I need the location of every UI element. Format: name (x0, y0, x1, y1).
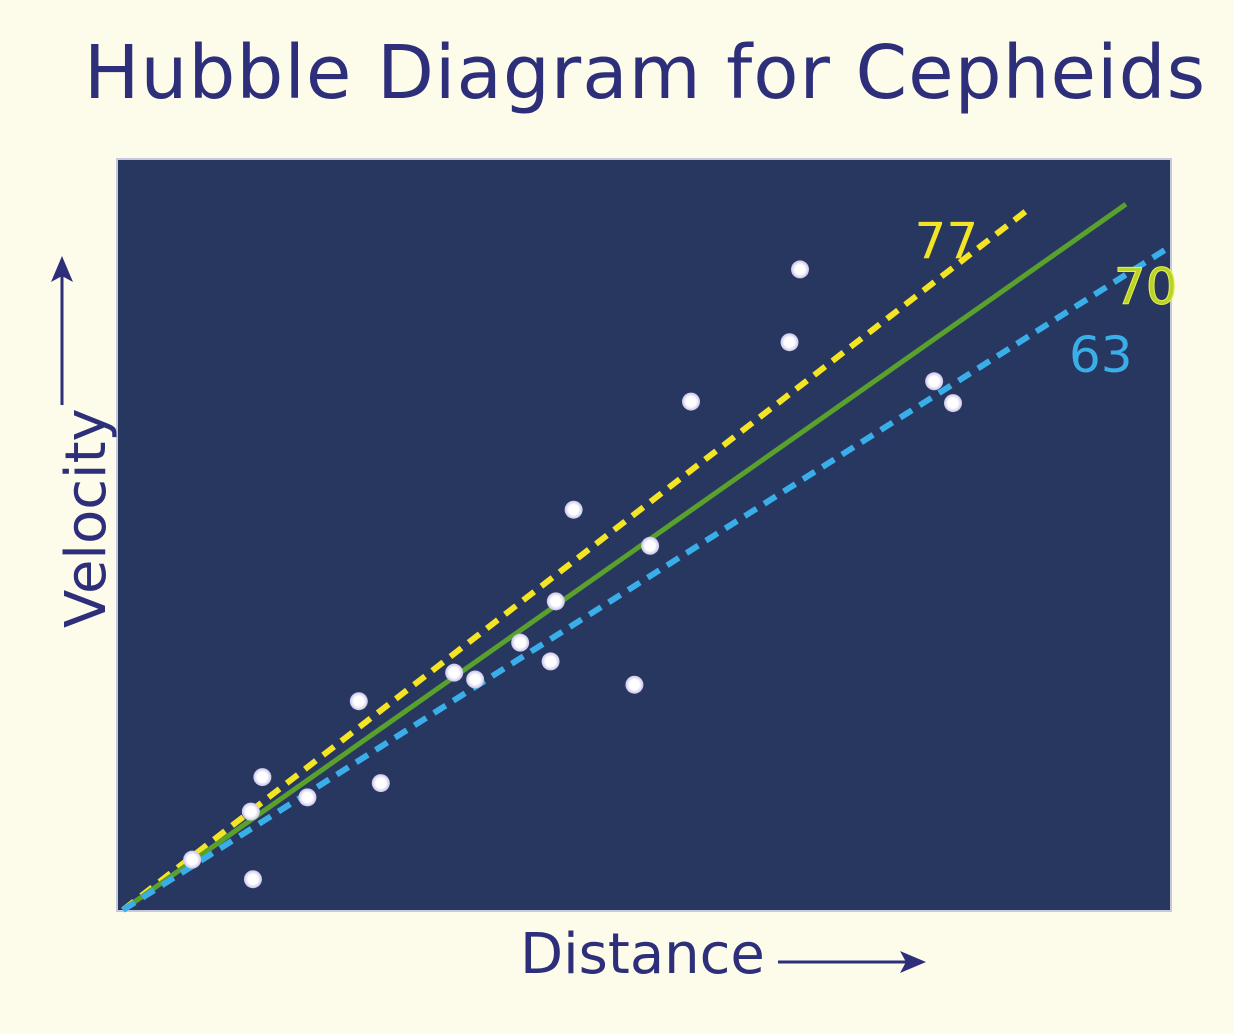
data-point (243, 870, 262, 889)
x-axis-label: Distance (520, 922, 765, 987)
data-point (925, 372, 944, 391)
line-label-70: 70 (1114, 258, 1178, 316)
y-axis-label: Velocity (54, 408, 119, 628)
data-point (183, 850, 202, 869)
data-point (466, 670, 485, 689)
x-axis-arrow-icon (778, 951, 926, 973)
chart-title: Hubble Diagram for Cepheids (83, 30, 1207, 116)
line-label-63: 63 (1069, 326, 1133, 384)
line-labels: 77 70 63 (915, 212, 1179, 384)
data-point (241, 802, 260, 821)
data-point (641, 536, 660, 555)
fit-line-70 (121, 202, 1128, 913)
data-point (546, 592, 565, 611)
data-point (371, 774, 390, 793)
data-point (944, 394, 963, 413)
fit-line-77 (121, 206, 1032, 913)
data-points (183, 260, 963, 889)
plot-area (116, 158, 1172, 912)
data-point (349, 692, 368, 711)
data-point (791, 260, 810, 279)
data-point (780, 333, 799, 352)
data-point (253, 768, 272, 787)
line-label-77: 77 (915, 212, 979, 270)
data-point (445, 663, 464, 682)
data-point (298, 788, 317, 807)
data-point (541, 652, 560, 671)
data-point (682, 392, 701, 411)
data-point (564, 500, 583, 519)
fit-lines (121, 202, 1173, 913)
data-point (625, 675, 644, 694)
y-axis-arrow-icon (51, 256, 73, 405)
data-point (511, 633, 530, 652)
